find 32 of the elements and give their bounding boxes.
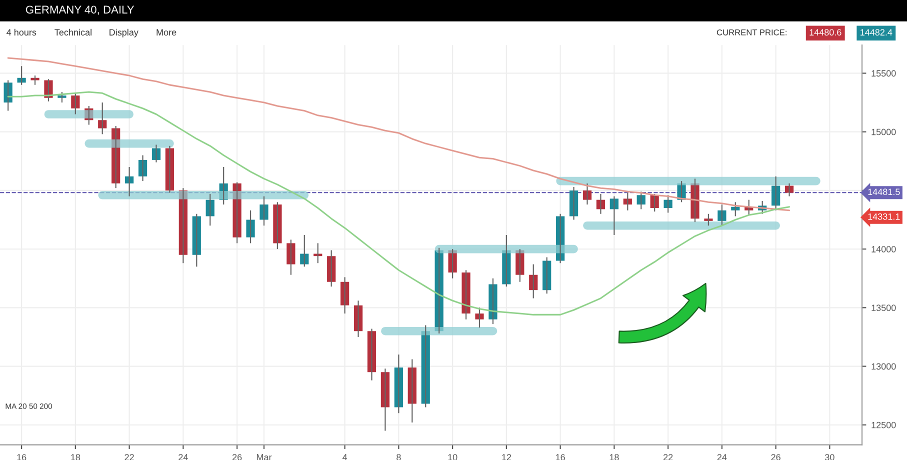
x-tick-label: 22 — [124, 454, 134, 460]
x-tick-label: 10 — [448, 454, 458, 460]
y-tick-label: 14000 — [872, 246, 896, 252]
text: 14482.4 — [860, 29, 892, 36]
y-tick-label: 13500 — [872, 304, 896, 312]
x-tick-label: 22 — [663, 454, 673, 460]
y-tick-label: 15500 — [872, 70, 896, 77]
chart-title: GERMANY 40, DAILY — [26, 6, 134, 15]
x-tick-label: 16 — [556, 454, 565, 460]
x-tick-label: 30 — [825, 454, 834, 460]
text: 4 hours — [6, 28, 36, 36]
x-tick-label: 24 — [717, 454, 727, 460]
text: 14331.1 — [868, 213, 900, 220]
text: More — [156, 29, 176, 36]
y-tick-label: 15000 — [872, 128, 896, 136]
text: Display — [110, 28, 138, 38]
ref-line-label: 14481.5 — [868, 188, 900, 196]
text: 14480.6 — [810, 29, 842, 36]
y-tick-label: 12500 — [872, 422, 896, 428]
x-tick-label: 12 — [502, 454, 511, 460]
x-tick-label: 26 — [232, 454, 242, 460]
x-tick-label: 18 — [610, 454, 619, 460]
text: CURRENT PRICE: — [716, 29, 786, 36]
x-tick-label: Mar — [256, 454, 272, 460]
x-tick-label: 4 — [342, 454, 348, 460]
y-tick-label: 13000 — [872, 363, 896, 370]
x-tick-label: 24 — [178, 454, 188, 460]
x-tick-label: 18 — [71, 454, 80, 460]
x-tick-label: 8 — [396, 454, 401, 460]
x-tick-label: 26 — [771, 454, 780, 460]
text: Technical — [54, 28, 92, 36]
x-tick-label: 16 — [17, 454, 26, 460]
